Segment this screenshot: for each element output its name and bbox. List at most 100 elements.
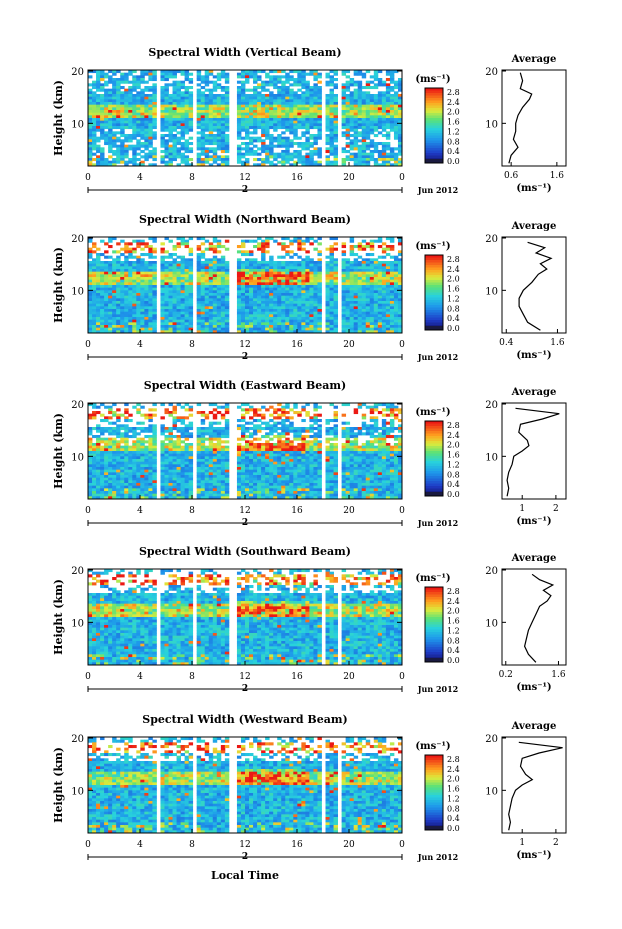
heatmap-cell (345, 118, 351, 122)
colorbar-swatch (425, 150, 443, 154)
heatmap-cell (152, 451, 157, 455)
heatmap-cell (124, 277, 129, 281)
heatmap-cell (240, 99, 246, 103)
heatmap-cell (172, 144, 177, 148)
heatmap-cell (301, 314, 306, 318)
heatmap-cell (293, 150, 298, 154)
heatmap-cell (144, 309, 149, 313)
heatmap-cell (345, 80, 351, 84)
heatmap-cell (257, 118, 262, 122)
heatmap-cell (172, 134, 177, 138)
heatmap-cell (148, 453, 153, 457)
heatmap-cell (357, 152, 363, 156)
heatmap-cell (393, 298, 399, 302)
heatmap-cell (124, 472, 129, 476)
heatmap-cell (96, 467, 101, 471)
heatmap-cell (281, 279, 286, 283)
heatmap-cell (273, 75, 278, 79)
heatmap-cell (224, 102, 230, 106)
heatmap-cell (249, 94, 254, 98)
heatmap-cell (112, 491, 117, 495)
heatmap-cell (309, 115, 314, 119)
heatmap-cell (168, 301, 173, 305)
heatmap-cell (108, 91, 113, 95)
heatmap-cell (309, 118, 314, 122)
heatmap-cell (136, 483, 141, 487)
heatmap-cell (224, 239, 230, 243)
colorbar-swatch (425, 153, 443, 156)
heatmap-cell (297, 319, 302, 323)
heatmap-cell (140, 493, 145, 497)
heatmap-cell (152, 437, 157, 441)
heatmap-cell (128, 309, 133, 313)
heatmap-cell (184, 325, 190, 329)
heatmap-cell (108, 464, 113, 468)
heatmap-cell (104, 88, 109, 92)
heatmap-cell (124, 144, 129, 148)
heatmap-cell (257, 263, 262, 267)
heatmap-cell (224, 266, 230, 270)
heatmap-cell (377, 306, 383, 310)
heatmap-cell (204, 107, 210, 111)
heatmap-cell (253, 94, 258, 98)
heatmap-cell (212, 269, 218, 273)
heatmap-cell (224, 311, 230, 315)
heatmap-cell (393, 136, 399, 140)
heatmap-cell (224, 139, 230, 143)
heatmap-cell (208, 293, 214, 297)
heatmap-cell (269, 107, 274, 111)
heatmap-cell (124, 134, 129, 138)
heatmap-cell (333, 86, 338, 90)
heatmap-cell (277, 295, 282, 299)
heatmap-cell (120, 319, 125, 323)
heatmap-cell (265, 131, 270, 135)
heatmap-cell (257, 110, 262, 114)
heatmap-cell (353, 322, 359, 326)
heatmap-cell (377, 239, 383, 243)
heatmap-cell (140, 96, 145, 100)
heatmap-cell (100, 75, 105, 79)
heatmap-cell (325, 80, 330, 84)
heatmap-cell (293, 327, 298, 331)
heatmap-cell (124, 309, 129, 313)
heatmap-cell (365, 96, 371, 100)
heatmap-cell (88, 131, 93, 135)
heatmap-cell (245, 163, 250, 167)
heatmap-cell (180, 290, 186, 294)
heatmap-cell (88, 432, 93, 436)
heatmap-cell (152, 110, 157, 114)
heatmap-cell (148, 110, 153, 114)
heatmap-cell (261, 239, 266, 243)
heatmap-cell (325, 150, 330, 154)
heatmap-cell (397, 144, 403, 148)
heatmap-cell (128, 247, 133, 251)
heatmap-cell (88, 472, 93, 476)
heatmap-cell (261, 123, 266, 127)
heatmap-cell (216, 322, 222, 326)
heatmap-cell (100, 303, 105, 307)
heatmap-cell (112, 96, 117, 100)
heatmap-cell (108, 451, 113, 455)
heatmap-cell (220, 102, 226, 106)
heatmap-cell (369, 139, 375, 143)
heatmap-cell (120, 155, 125, 159)
heatmap-cell (136, 134, 141, 138)
heatmap-cell (188, 136, 194, 140)
heatmap-cell (313, 317, 318, 321)
heatmap-cell (373, 239, 379, 243)
heatmap-cell (100, 327, 105, 331)
heatmap-cell (357, 104, 363, 108)
heatmap-cell (148, 475, 153, 479)
heatmap-cell (273, 269, 278, 273)
heatmap-cell (345, 83, 351, 87)
heatmap-cell (261, 142, 266, 146)
heatmap-cell (341, 104, 347, 108)
heatmap-cell (253, 325, 258, 329)
heatmap-cell (309, 306, 314, 310)
heatmap-cell (152, 306, 157, 310)
heatmap-cell (128, 467, 133, 471)
heatmap-cell (249, 96, 254, 100)
heatmap-cell (92, 91, 97, 95)
heatmap-cell (325, 282, 330, 286)
heatmap-cell (196, 330, 202, 334)
